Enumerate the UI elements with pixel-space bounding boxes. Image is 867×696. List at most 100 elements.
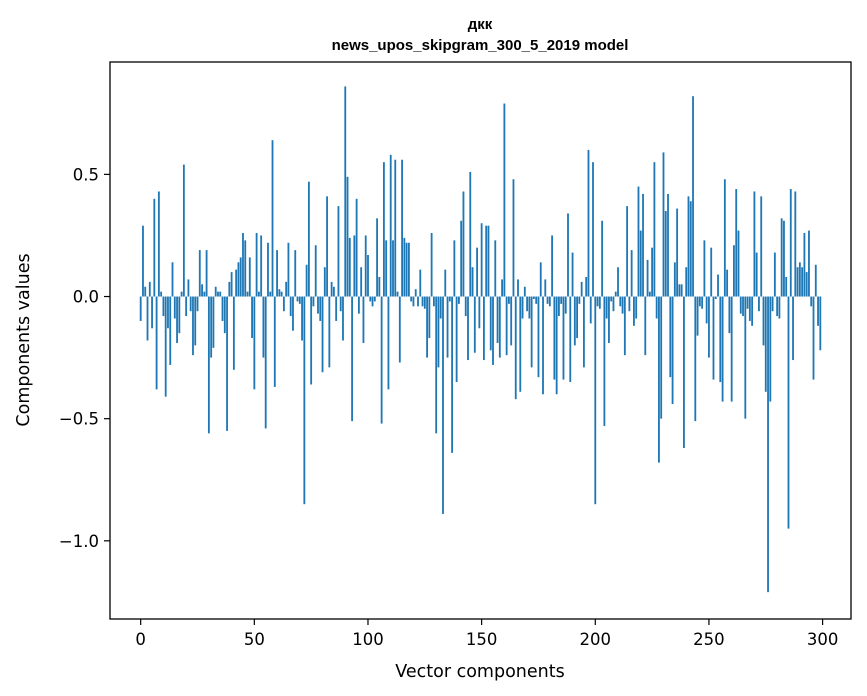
bar-component-65: [287, 242, 290, 297]
bar-component-215: [628, 296, 631, 312]
bar-component-26: [198, 250, 201, 297]
bar-component-249: [705, 296, 708, 324]
bar-component-168: [521, 296, 524, 319]
bar-component-200: [594, 296, 597, 505]
bar-component-240: [685, 267, 688, 297]
bar-component-82: [326, 196, 328, 297]
bar-component-282: [780, 218, 783, 297]
bar-component-45: [242, 233, 244, 297]
bar-component-138: [453, 240, 456, 297]
bar-component-214: [626, 206, 629, 297]
bar-component-211: [619, 296, 622, 307]
bar-component-126: [426, 296, 428, 358]
bar-component-59: [273, 296, 276, 387]
x-axis: 0 50 100 150 200 250 300: [135, 619, 838, 649]
bar-component-294: [808, 230, 810, 297]
bar-component-50: [253, 296, 256, 390]
bar-component-14: [171, 262, 174, 297]
bar-component-123: [419, 269, 422, 297]
bar-component-287: [792, 296, 794, 361]
bar-component-106: [380, 296, 383, 424]
chart-title: дкк: [468, 16, 493, 33]
bar-component-233: [669, 296, 672, 378]
y-tick-label: −0.5: [59, 410, 99, 429]
bar-component-84: [330, 281, 333, 297]
bar-component-37: [223, 296, 226, 334]
bar-component-280: [776, 296, 779, 317]
bar-component-130: [435, 296, 438, 434]
x-axis-label: Vector components: [395, 662, 564, 682]
bar-component-116: [403, 237, 406, 297]
bar-component-11: [164, 296, 167, 397]
bar-component-173: [533, 296, 535, 299]
bar-component-195: [583, 296, 585, 368]
bar-component-286: [789, 189, 792, 297]
bar-component-206: [608, 296, 610, 343]
bar-component-184: [558, 296, 560, 317]
bar-component-141: [460, 220, 463, 297]
bar-component-74: [307, 181, 310, 297]
bar-component-58: [271, 140, 274, 297]
bar-component-208: [612, 296, 615, 312]
bar-component-166: [517, 279, 519, 297]
bar-component-242: [689, 201, 692, 297]
bar-component-30: [207, 296, 210, 434]
bar-component-98: [362, 296, 365, 343]
bar-component-285: [787, 296, 790, 529]
bar-component-281: [778, 296, 781, 319]
bar-component-255: [719, 296, 722, 383]
bar-component-102: [371, 296, 374, 307]
bar-component-223: [646, 259, 649, 297]
bar-component-31: [210, 296, 213, 358]
bar-component-276: [767, 296, 769, 593]
bar-component-256: [721, 296, 724, 402]
bar-component-207: [610, 296, 613, 302]
plot-area-frame: [109, 61, 852, 620]
bar-component-83: [328, 296, 331, 368]
bar-component-291: [801, 267, 804, 297]
bar-component-157: [496, 296, 499, 343]
bar-component-79: [319, 296, 322, 321]
bar-component-117: [405, 242, 408, 297]
bar-component-143: [464, 296, 467, 317]
bar-component-46: [244, 240, 247, 297]
bar-component-274: [762, 296, 765, 346]
x-tick-label: 150: [466, 630, 498, 649]
bar-component-227: [655, 296, 658, 319]
bar-component-296: [812, 296, 815, 380]
bar-component-71: [301, 296, 303, 341]
bar-component-217: [633, 296, 635, 326]
bar-component-113: [396, 291, 399, 297]
bar-component-224: [648, 291, 651, 297]
bar-component-7: [155, 296, 158, 390]
bar-component-29: [205, 250, 208, 297]
bar-component-268: [748, 296, 751, 321]
y-axis-label: Components values: [14, 253, 34, 426]
bar-component-140: [458, 296, 460, 304]
bar-component-62: [280, 291, 283, 297]
bar-component-288: [794, 191, 797, 297]
bar-component-271: [755, 252, 758, 297]
bar-component-235: [673, 262, 676, 297]
bar-component-241: [687, 196, 690, 297]
bar-component-122: [417, 296, 419, 307]
bar-component-142: [462, 191, 465, 297]
bar-component-220: [639, 230, 642, 297]
bar-component-216: [630, 250, 633, 297]
bar-component-136: [448, 296, 451, 302]
bar-component-238: [680, 284, 683, 297]
x-tick-label: 200: [580, 630, 612, 649]
bar-component-290: [798, 262, 801, 297]
bar-component-2: [144, 286, 147, 297]
bar-component-110: [389, 154, 392, 297]
bar-component-155: [492, 296, 494, 365]
bar-component-6: [153, 198, 156, 297]
bar-component-129: [432, 296, 435, 307]
bar-component-163: [510, 296, 513, 346]
bar-component-91: [346, 176, 349, 297]
bar-component-293: [805, 272, 808, 297]
bar-component-44: [239, 257, 242, 297]
bar-component-152: [485, 225, 488, 297]
bar-component-259: [728, 296, 731, 334]
